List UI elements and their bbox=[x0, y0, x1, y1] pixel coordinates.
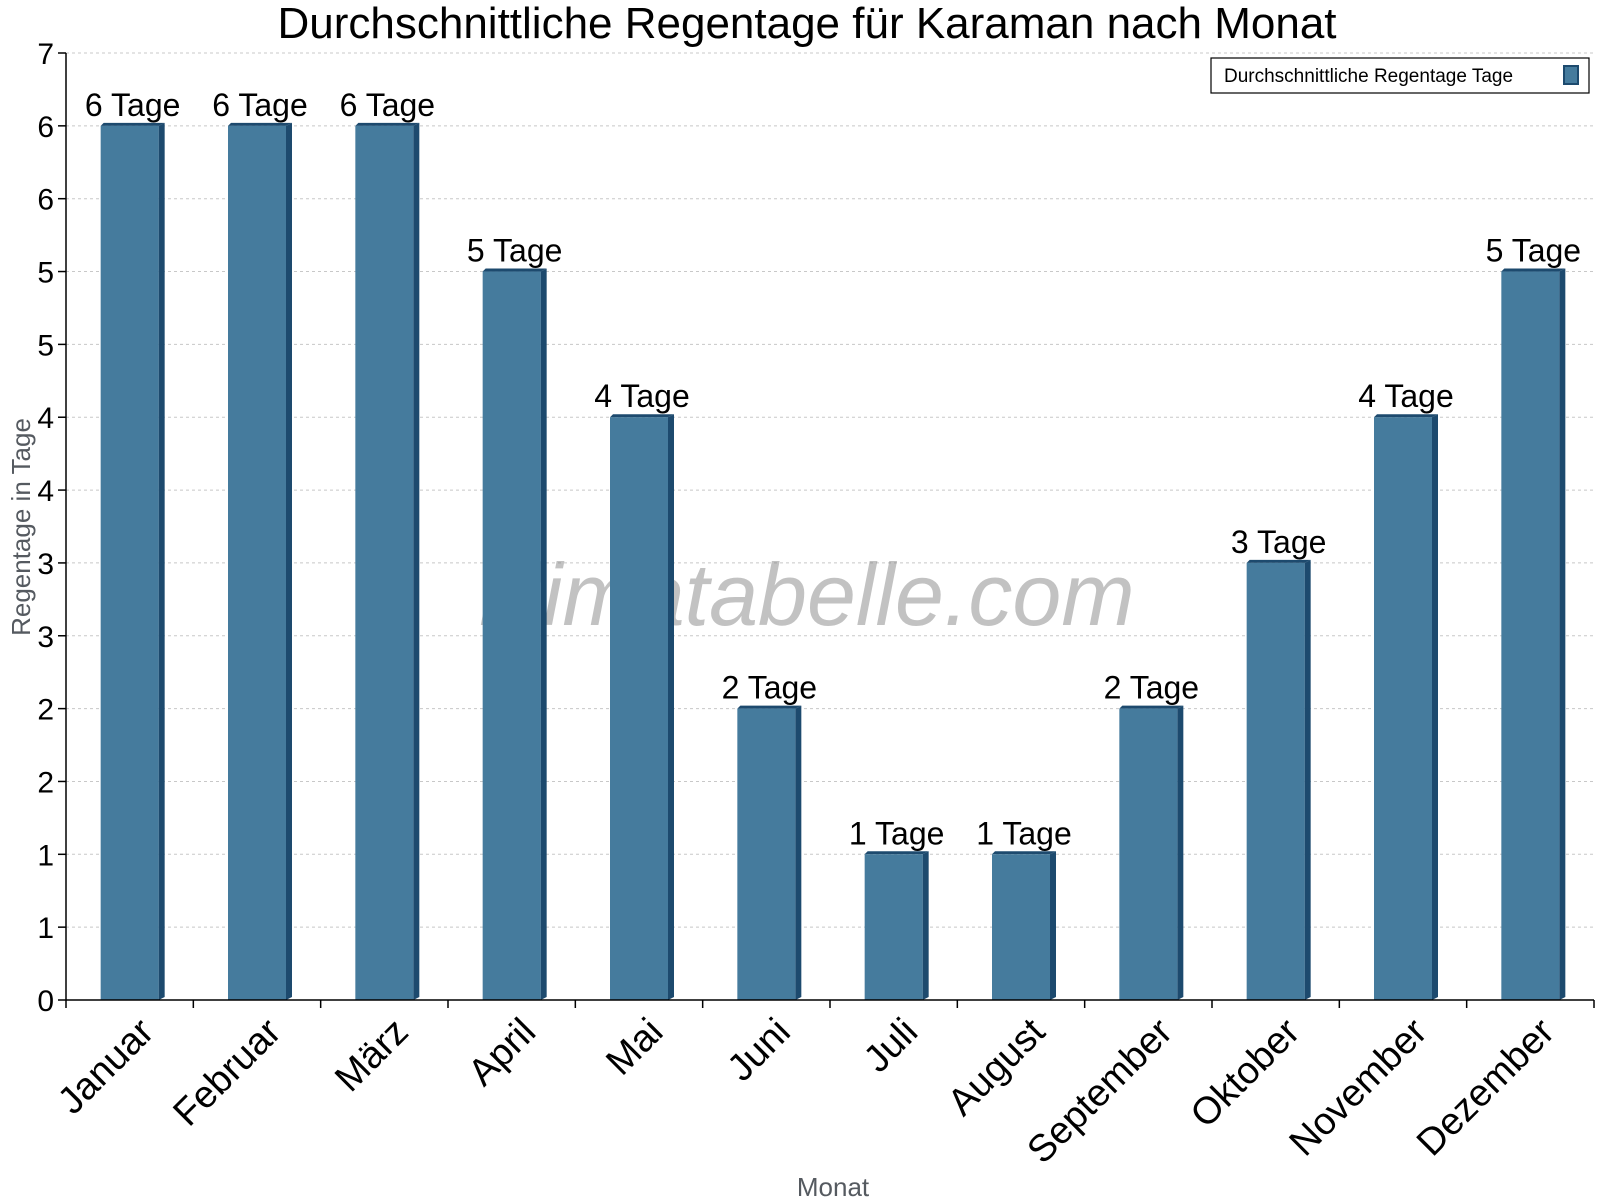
bar bbox=[355, 125, 414, 1001]
bar-top bbox=[864, 851, 929, 855]
bar-top bbox=[100, 122, 165, 126]
data-label: 2 Tage bbox=[1104, 670, 1200, 706]
y-tick-label: 6 bbox=[37, 184, 54, 217]
x-tick-label: April bbox=[461, 1011, 544, 1094]
y-tick-label: 3 bbox=[37, 621, 54, 654]
bar bbox=[1374, 417, 1432, 1000]
x-tick-label: Juli bbox=[856, 1011, 926, 1081]
data-label: 3 Tage bbox=[1231, 524, 1327, 560]
bar bbox=[864, 854, 923, 1000]
data-label: 5 Tage bbox=[1486, 233, 1582, 269]
x-tick-label: Oktober bbox=[1183, 1010, 1309, 1136]
legend-swatch bbox=[1563, 65, 1579, 85]
bar-side bbox=[413, 122, 420, 1001]
data-label: 6 Tage bbox=[212, 87, 308, 123]
bar-top bbox=[1501, 268, 1566, 272]
y-tick-label: 2 bbox=[37, 694, 54, 727]
y-tick-label: 3 bbox=[37, 548, 54, 581]
bar bbox=[228, 125, 286, 1001]
watermark: klimatabelle.com bbox=[479, 545, 1134, 644]
bar bbox=[1119, 708, 1178, 1000]
y-tick-label: 7 bbox=[37, 38, 54, 71]
bar bbox=[737, 708, 796, 1000]
x-tick-label: Mai bbox=[598, 1011, 671, 1084]
x-tick-label: Januar bbox=[50, 1010, 162, 1122]
bar-side bbox=[1177, 705, 1184, 1000]
data-label: 2 Tage bbox=[722, 670, 818, 706]
bar-top bbox=[482, 268, 547, 272]
bar-side bbox=[1559, 268, 1566, 1000]
grid-lines bbox=[66, 52, 1594, 928]
data-label: 6 Tage bbox=[85, 87, 181, 123]
chart-title: Durchschnittliche Regentage für Karaman … bbox=[277, 0, 1336, 48]
y-tick-label: 1 bbox=[37, 839, 54, 872]
y-tick-labels: 0 1 1 2 2 3 3 4 4 5 5 6 6 7 bbox=[37, 38, 54, 1018]
y-tick-label: 5 bbox=[37, 329, 54, 362]
bar-top bbox=[737, 705, 802, 709]
x-tick-label: November bbox=[1282, 1010, 1436, 1164]
bar-side bbox=[668, 414, 674, 1000]
y-tick-label: 4 bbox=[37, 475, 54, 508]
bar-side bbox=[1432, 414, 1438, 1000]
bar-side bbox=[158, 122, 165, 1001]
bar-top bbox=[355, 122, 420, 126]
data-label: 1 Tage bbox=[849, 815, 945, 851]
bar-side bbox=[795, 705, 802, 1000]
legend-label: Durchschnittliche Regentage Tage bbox=[1224, 66, 1513, 87]
bar-side bbox=[1304, 559, 1311, 1000]
data-label: 4 Tage bbox=[1358, 378, 1454, 414]
x-axis-title: Monat bbox=[797, 1172, 870, 1200]
legend: Durchschnittliche Regentage Tage bbox=[1210, 57, 1590, 94]
bar-top bbox=[992, 851, 1056, 855]
bar bbox=[482, 271, 541, 1000]
y-axis-title: Regentage in Tage bbox=[6, 418, 36, 636]
x-tick-label: Februar bbox=[166, 1010, 290, 1134]
bar-side bbox=[540, 268, 547, 1000]
bar-side bbox=[286, 122, 292, 1001]
legend-box bbox=[1210, 57, 1590, 94]
data-label: 1 Tage bbox=[976, 815, 1072, 851]
y-tick-label: 5 bbox=[37, 257, 54, 290]
data-label: 6 Tage bbox=[340, 87, 436, 123]
bar-top bbox=[1119, 705, 1184, 709]
bar-top bbox=[1374, 414, 1438, 418]
x-tick-label: August bbox=[940, 1010, 1054, 1124]
data-label: 5 Tage bbox=[467, 233, 563, 269]
bar-top bbox=[228, 122, 292, 126]
bar-side bbox=[922, 851, 929, 1000]
bar-side bbox=[1050, 851, 1056, 1000]
data-label: 4 Tage bbox=[594, 378, 690, 414]
x-tick-label: Dezember bbox=[1409, 1010, 1563, 1164]
bar bbox=[1501, 271, 1560, 1000]
bar-top bbox=[1246, 559, 1311, 563]
data-labels: 6 Tage 6 Tage 6 Tage 5 Tage 4 Tage 2 Tage 1 Ta… bbox=[85, 87, 1581, 851]
x-tick-labels: Januar Februar März April Mai Juni Juli AugustS… bbox=[50, 1010, 1563, 1171]
y-tick-label: 4 bbox=[37, 402, 54, 435]
bar bbox=[1246, 562, 1305, 1000]
y-tick-label: 1 bbox=[37, 912, 54, 945]
y-tick-label: 0 bbox=[37, 985, 54, 1018]
bar bbox=[100, 125, 159, 1001]
axes bbox=[58, 52, 1595, 1008]
bars bbox=[100, 122, 1566, 1001]
bar-top bbox=[610, 414, 674, 418]
y-tick-label: 2 bbox=[37, 766, 54, 799]
bar bbox=[610, 417, 668, 1000]
x-tick-label: März bbox=[327, 1011, 416, 1100]
x-tick-label: Juni bbox=[720, 1011, 799, 1090]
bar bbox=[992, 854, 1050, 1000]
y-tick-label: 6 bbox=[37, 111, 54, 144]
